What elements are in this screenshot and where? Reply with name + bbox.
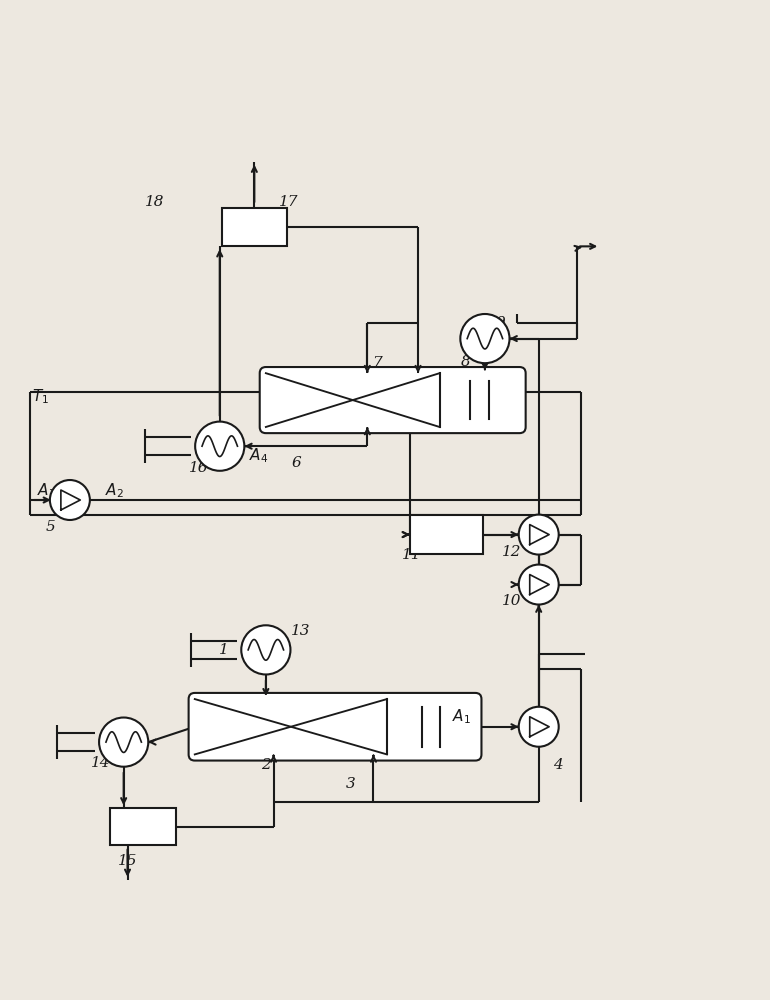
- Bar: [110, 808, 176, 845]
- Text: 9: 9: [495, 316, 505, 330]
- Text: 11: 11: [402, 548, 422, 562]
- Text: 17: 17: [280, 195, 299, 209]
- FancyBboxPatch shape: [189, 693, 481, 761]
- Text: 3: 3: [346, 777, 355, 791]
- Text: $T_1$: $T_1$: [32, 387, 49, 406]
- Text: 13: 13: [291, 624, 310, 638]
- FancyBboxPatch shape: [259, 367, 526, 433]
- Text: 16: 16: [189, 461, 209, 475]
- Text: 15: 15: [118, 854, 137, 868]
- Bar: [410, 515, 483, 554]
- Text: 2: 2: [261, 758, 271, 772]
- Circle shape: [460, 314, 510, 363]
- Text: 18: 18: [145, 195, 164, 209]
- Text: $A_2$: $A_2$: [105, 481, 124, 500]
- Text: $A_4$: $A_4$: [249, 446, 268, 465]
- Circle shape: [99, 718, 149, 767]
- Text: 14: 14: [91, 756, 110, 770]
- Circle shape: [50, 480, 90, 520]
- Circle shape: [195, 422, 244, 471]
- Text: 6: 6: [292, 456, 302, 470]
- Text: 4: 4: [553, 758, 563, 772]
- Text: $A_1$: $A_1$: [453, 707, 471, 726]
- Text: 8: 8: [460, 355, 470, 369]
- Text: 10: 10: [502, 594, 521, 608]
- Circle shape: [241, 625, 290, 674]
- Text: 1: 1: [219, 643, 229, 657]
- Circle shape: [519, 565, 559, 605]
- Circle shape: [519, 515, 559, 555]
- Text: 5: 5: [45, 520, 55, 534]
- Circle shape: [519, 707, 559, 747]
- Bar: [222, 208, 287, 246]
- Text: 12: 12: [502, 545, 521, 559]
- Text: $A_3$: $A_3$: [37, 481, 56, 500]
- Text: 7: 7: [373, 356, 382, 370]
